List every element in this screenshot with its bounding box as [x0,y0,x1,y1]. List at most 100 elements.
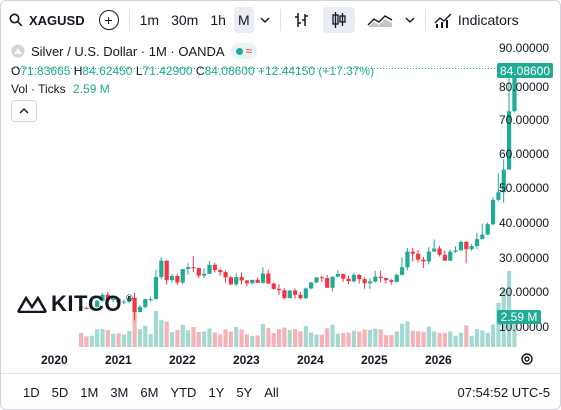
price-axis-label: 70.00000 [499,113,550,127]
collapse-legend-button[interactable] [11,100,37,122]
candle-body [153,277,159,300]
candle-body [169,275,175,281]
range-6m[interactable]: 6M [140,384,159,400]
volume-bar [319,334,324,347]
range-1d[interactable]: 1D [23,384,40,400]
candle-body [426,251,431,262]
volume-bar [293,329,298,347]
volume-bar [105,330,110,347]
candle-body [137,306,143,313]
volume-bar [410,330,415,347]
candle-body [496,192,501,200]
volume-bar [255,335,260,347]
interval-30m[interactable]: 30m [171,12,199,28]
candle-body [127,297,132,302]
bottom-bar: 1D 5D 1M 3M 6M YTD 1Y 5Y All 07:54:52 UT… [1,373,560,409]
symbol-search[interactable]: XAGUSD [9,13,85,28]
interval-1h[interactable]: 1h [210,12,226,28]
candle-body [485,224,490,235]
candle-body [95,300,100,307]
volume-bar [228,331,233,347]
volume-bar [132,311,137,347]
volume-label: Vol · Ticks [11,82,66,96]
candle-body [405,251,410,268]
volume-bar [276,329,282,347]
volume-bar [442,332,447,347]
price-chart[interactable] [1,1,560,373]
range-1m[interactable]: 1M [80,384,99,400]
candle-body [421,259,426,262]
volume-bar [351,330,357,347]
date-range-selector: 1D 5D 1M 3M 6M YTD 1Y 5Y All [17,385,285,400]
interval-monthly[interactable]: M [233,7,254,33]
candle-body [228,277,233,285]
candle-body [250,279,255,284]
volume-bar [282,327,287,347]
low-label: L [135,64,143,78]
compare-symbol-icon[interactable]: + [98,10,119,30]
market-status-badge[interactable]: ≈ [230,43,258,59]
candle-body [437,248,442,255]
range-ytd[interactable]: YTD [170,384,197,400]
candle-body [143,299,148,307]
candle-body [474,239,480,247]
candle-body [180,269,185,283]
bar-chart-style-icon[interactable] [287,7,317,33]
candle-body [400,267,405,275]
gear-icon[interactable] [520,352,534,369]
volume-bar [303,326,308,347]
volume-bar [196,331,201,347]
change-value: +12.44150 (+17.37%) [258,64,375,78]
volume-bar [148,334,153,347]
symbol-label: XAGUSD [29,12,85,28]
volume-bar [464,325,469,347]
volume-bar [84,336,89,347]
interval-dropdown-chevron-icon[interactable] [256,7,274,33]
candle-body [266,273,271,284]
divider [279,9,281,31]
area-chart-style-icon[interactable] [361,7,399,33]
candle-body [282,290,287,299]
volume-bar [111,333,116,347]
timezone-clock[interactable]: 07:54:52 UTC-5 [457,385,551,400]
range-5d[interactable]: 5D [51,384,69,400]
last-price-badge: 84.08600 [497,63,553,78]
low-value: 71.42900 [142,64,193,78]
candle-body [89,306,94,309]
price-axis-label: 20.00000 [499,285,550,299]
candle-body [325,278,330,288]
candle-body [271,283,276,289]
chart-style-chevron-icon[interactable] [401,7,419,33]
range-3m[interactable]: 3M [110,384,129,400]
volume-bar [180,325,185,347]
volume-bar [416,331,421,347]
volume-bar [298,331,303,347]
candle-body [196,267,201,276]
volume-bar [512,313,517,347]
volume-bar [79,332,84,347]
wave-icon: ≈ [245,44,253,58]
volume-badge: 2.59 M [497,310,541,324]
time-axis-label: 2022 [169,353,196,367]
candle-body [351,274,357,282]
indicators-button[interactable]: Indicators [432,7,521,33]
candle-body [453,250,458,252]
candle-body [512,68,517,112]
volume-bar [426,326,431,347]
candle-body [212,264,217,271]
range-1y[interactable]: 1Y [208,384,225,400]
time-axis-label: 2026 [425,353,452,367]
candle-body [314,277,319,283]
range-all[interactable]: All [264,384,279,400]
candlestick-style-icon[interactable] [322,7,355,33]
candle-body [121,301,126,303]
candle-body [335,273,340,277]
candle-body [100,294,105,301]
candle-body [383,278,389,281]
volume-bar [341,332,346,347]
range-5y[interactable]: 5Y [236,384,253,400]
interval-1m[interactable]: 1m [139,12,160,28]
volume-bar [207,328,212,347]
candle-body [303,288,308,299]
candle-body [116,298,121,303]
